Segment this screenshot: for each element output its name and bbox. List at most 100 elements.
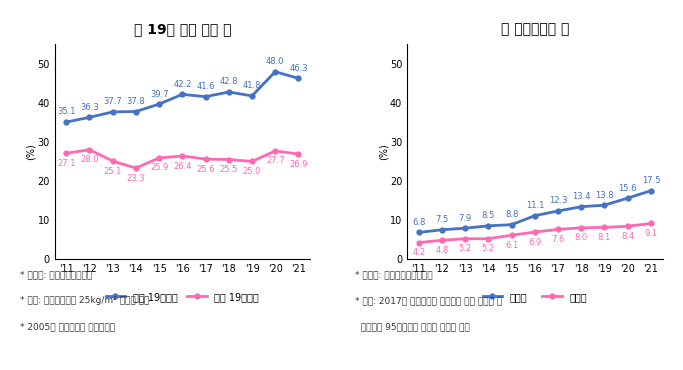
Text: 25.9: 25.9 (150, 164, 168, 172)
Text: 11.1: 11.1 (526, 201, 544, 210)
남학생 (484, 223, 492, 228)
Text: 7.9: 7.9 (458, 213, 472, 223)
여학생 (415, 240, 423, 245)
Text: * 비만: 2017년 소아청소년 성장도표 기준 연령별 체: * 비만: 2017년 소아청소년 성장도표 기준 연령별 체 (355, 296, 502, 305)
남학생 (531, 213, 539, 218)
Text: 4.2: 4.2 (412, 248, 426, 257)
여자 19세이상 (248, 159, 256, 164)
Text: 8.8: 8.8 (505, 210, 518, 219)
Text: 8.4: 8.4 (621, 232, 635, 241)
남학생 (600, 203, 609, 207)
Text: 37.7: 37.7 (103, 97, 122, 106)
여학생 (507, 233, 516, 238)
Text: 26.4: 26.4 (173, 162, 192, 171)
여학생 (600, 225, 609, 230)
여자 19세이상 (109, 159, 117, 163)
Text: 27.7: 27.7 (266, 157, 285, 165)
남자 19세이상 (248, 94, 256, 98)
남자 19세이상 (62, 120, 70, 124)
Text: 41.6: 41.6 (196, 82, 215, 91)
남학생 (624, 196, 632, 200)
Text: 5.2: 5.2 (458, 244, 472, 253)
여자 19세이상 (132, 166, 140, 170)
남자 19세이상 (271, 70, 279, 74)
Text: 36.3: 36.3 (80, 103, 99, 112)
남자 19세이상 (225, 90, 233, 94)
Text: 9.1: 9.1 (644, 229, 658, 238)
Text: 8.1: 8.1 (598, 233, 611, 242)
Text: 질량지수 95백분위수 이상인 사람의 분율: 질량지수 95백분위수 이상인 사람의 분율 (355, 322, 470, 331)
여학생 (461, 236, 469, 241)
Line: 남자 19세이상: 남자 19세이상 (64, 69, 301, 124)
Title: 〈 중고등학생 〉: 〈 중고등학생 〉 (501, 22, 569, 36)
Text: 5.2: 5.2 (482, 244, 495, 253)
남학생 (438, 228, 446, 232)
여학생 (577, 226, 585, 230)
여자 19세이상 (62, 151, 70, 155)
Text: 7.5: 7.5 (435, 215, 449, 224)
여학생 (554, 227, 562, 232)
Line: 여학생: 여학생 (416, 221, 654, 245)
여자 19세이상 (201, 157, 210, 161)
남자 19세이상 (109, 110, 117, 114)
남자 19세이상 (178, 92, 186, 97)
남학생 (461, 226, 469, 231)
Text: * 자료원: 국민건강영양조사: * 자료원: 국민건강영양조사 (20, 270, 93, 279)
Text: 13.4: 13.4 (572, 192, 591, 201)
Text: 6.1: 6.1 (505, 241, 518, 250)
여자 19세이상 (155, 156, 163, 160)
남학생 (415, 230, 423, 235)
남학생 (647, 188, 655, 193)
여자 19세이상 (225, 157, 233, 162)
Text: 25.0: 25.0 (243, 167, 261, 176)
남학생 (507, 222, 516, 227)
Text: 25.5: 25.5 (220, 165, 238, 174)
Text: 26.9: 26.9 (289, 159, 307, 169)
Text: 27.1: 27.1 (57, 159, 76, 168)
Text: 7.6: 7.6 (551, 235, 565, 244)
남자 19세이상 (132, 109, 140, 114)
Text: 13.8: 13.8 (595, 191, 614, 199)
Legend: 남학생, 여학생: 남학생, 여학생 (479, 288, 591, 306)
Text: 42.8: 42.8 (219, 77, 238, 87)
여학생 (484, 236, 492, 241)
여자 19세이상 (85, 148, 94, 152)
여학생 (647, 221, 655, 226)
Text: 25.6: 25.6 (196, 165, 215, 174)
여자 19세이상 (178, 154, 186, 158)
Text: 46.3: 46.3 (289, 64, 308, 73)
Text: 17.5: 17.5 (641, 176, 660, 185)
Legend: 남자 19세이상, 여자 19세이상: 남자 19세이상, 여자 19세이상 (102, 288, 263, 306)
Text: 6.9: 6.9 (528, 238, 542, 247)
Text: 41.8: 41.8 (242, 81, 262, 90)
남학생 (577, 205, 585, 209)
Text: 42.2: 42.2 (173, 80, 191, 89)
Y-axis label: (%): (%) (378, 143, 389, 160)
여자 19세이상 (294, 152, 303, 156)
Y-axis label: (%): (%) (26, 143, 36, 160)
Title: 〈 19세 이상 성인 〉: 〈 19세 이상 성인 〉 (134, 22, 231, 36)
Text: * 비만: 체질량지수가 25kg/m² 이상인 분율: * 비만: 체질량지수가 25kg/m² 이상인 분율 (20, 296, 150, 305)
Text: 37.8: 37.8 (126, 97, 145, 106)
Text: 4.8: 4.8 (435, 246, 449, 255)
Line: 여자 19세이상: 여자 19세이상 (64, 147, 301, 171)
Text: 8.0: 8.0 (574, 233, 588, 242)
Text: 25.1: 25.1 (104, 166, 122, 176)
남학생 (554, 209, 562, 213)
Text: * 자료원: 청소년건강행태조사: * 자료원: 청소년건강행태조사 (355, 270, 433, 279)
Text: 35.1: 35.1 (57, 108, 76, 117)
여자 19세이상 (271, 149, 279, 153)
Text: 12.3: 12.3 (548, 196, 568, 205)
Text: 8.5: 8.5 (482, 211, 495, 220)
Text: 6.8: 6.8 (412, 218, 426, 227)
Text: 15.6: 15.6 (618, 184, 637, 192)
남자 19세이상 (294, 76, 303, 81)
Line: 남학생: 남학생 (416, 188, 654, 235)
Text: * 2005년 추계인구로 연령표준화: * 2005년 추계인구로 연령표준화 (20, 322, 115, 331)
Text: 39.7: 39.7 (150, 90, 169, 98)
남자 19세이상 (85, 115, 94, 120)
남자 19세이상 (201, 94, 210, 99)
여학생 (438, 238, 446, 242)
여학생 (624, 224, 632, 228)
Text: 23.3: 23.3 (126, 174, 145, 183)
